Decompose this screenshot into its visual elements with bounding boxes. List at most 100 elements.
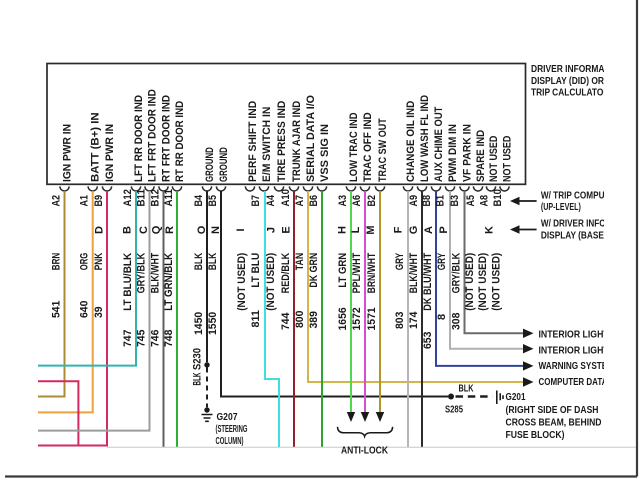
svg-text:BLK/WHT: BLK/WHT	[408, 253, 420, 294]
svg-text:39: 39	[93, 306, 105, 318]
svg-text:L: L	[350, 226, 362, 233]
svg-text:1450: 1450	[193, 312, 205, 335]
svg-text:640: 640	[79, 301, 91, 318]
svg-text:SERIAL DATA I/O: SERIAL DATA I/O	[305, 95, 317, 182]
svg-text:B6: B6	[308, 195, 320, 207]
svg-text:389: 389	[308, 311, 320, 328]
svg-text:ANTI-LOCK: ANTI-LOCK	[341, 445, 388, 457]
svg-text:LOW TRAC IND: LOW TRAC IND	[348, 112, 360, 182]
svg-text:1656: 1656	[337, 307, 349, 330]
svg-text:(NOT USED): (NOT USED)	[491, 253, 503, 311]
svg-text:745: 745	[136, 330, 148, 347]
svg-text:(UP-LEVEL): (UP-LEVEL)	[541, 201, 581, 213]
svg-text:GROUND: GROUND	[204, 147, 216, 182]
svg-text:(STEERING: (STEERING	[216, 423, 248, 435]
svg-text:DRIVER INFORMATION: DRIVER INFORMATION	[531, 63, 624, 75]
svg-text:B3: B3	[449, 195, 461, 207]
svg-text:E/M SWITCH IN: E/M SWITCH IN	[261, 107, 273, 182]
svg-text:744: 744	[280, 312, 292, 330]
svg-text:B9: B9	[93, 195, 105, 207]
svg-text:541: 541	[51, 301, 63, 318]
svg-text:K: K	[484, 226, 496, 234]
svg-text:TRAC OFF IND: TRAC OFF IND	[362, 112, 374, 182]
svg-text:A1: A1	[79, 195, 91, 207]
svg-text:B5: B5	[207, 195, 219, 207]
svg-text:BRN: BRN	[51, 253, 63, 270]
svg-text:LT BLU/BLK: LT BLU/BLK	[122, 253, 134, 311]
svg-text:AUX CHIME OUT: AUX CHIME OUT	[433, 106, 445, 182]
svg-text:A8: A8	[479, 195, 491, 207]
svg-text:ORG: ORG	[79, 253, 91, 270]
svg-text:800: 800	[294, 311, 306, 328]
svg-text:GRY: GRY	[436, 252, 448, 270]
svg-text:WARNING SYSTEM: WARNING SYSTEM	[539, 360, 615, 372]
svg-text:1572: 1572	[351, 307, 363, 330]
svg-text:A11: A11	[163, 189, 175, 206]
svg-text:GRY/BLK: GRY/BLK	[451, 253, 463, 294]
svg-text:A10: A10	[280, 189, 292, 206]
svg-text:174: 174	[408, 311, 420, 329]
svg-text:747: 747	[122, 330, 134, 347]
svg-text:S285: S285	[445, 403, 463, 415]
svg-text:LT GRN: LT GRN	[337, 253, 349, 288]
svg-text:TIRE PRESS IND: TIRE PRESS IND	[276, 101, 288, 182]
svg-text:A3: A3	[337, 195, 349, 207]
svg-text:BATT (B+) IN: BATT (B+) IN	[90, 112, 102, 182]
svg-text:DISPLAY (DID) OR: DISPLAY (DID) OR	[531, 75, 604, 87]
svg-text:INTERIOR LIGHT: INTERIOR LIGHT	[539, 344, 610, 356]
svg-text:TRIP CALCULATOR: TRIP CALCULATOR	[531, 87, 610, 99]
svg-text:SPARE IND: SPARE IND	[475, 130, 487, 182]
svg-text:A2: A2	[51, 195, 63, 207]
svg-text:RED/BLK: RED/BLK	[280, 253, 292, 294]
svg-text:8: 8	[436, 314, 448, 320]
svg-text:O: O	[196, 225, 208, 234]
svg-text:W/ DRIVER INFO: W/ DRIVER INFO	[541, 217, 606, 229]
svg-text:IGN PWR IN: IGN PWR IN	[104, 124, 116, 182]
svg-text:B2: B2	[366, 195, 378, 207]
svg-text:A: A	[423, 226, 435, 234]
svg-text:J: J	[266, 227, 278, 233]
svg-text:NOT USED: NOT USED	[502, 136, 514, 182]
svg-text:COLUMN): COLUMN)	[216, 435, 244, 447]
svg-text:TAN: TAN	[294, 253, 306, 270]
svg-text:BLK: BLK	[193, 253, 205, 270]
svg-text:(RIGHT SIDE OF DASH: (RIGHT SIDE OF DASH	[506, 404, 599, 416]
svg-text:DK BLU/WHT: DK BLU/WHT	[422, 253, 434, 311]
svg-text:PNK: PNK	[93, 253, 105, 270]
svg-text:(NOT USED): (NOT USED)	[464, 253, 476, 311]
svg-text:A7: A7	[294, 195, 306, 207]
svg-text:A5: A5	[465, 195, 477, 207]
svg-text:BLK: BLK	[207, 253, 219, 270]
svg-text:746: 746	[150, 330, 162, 347]
svg-text:A9: A9	[408, 195, 420, 207]
svg-text:B12: B12	[150, 189, 162, 206]
svg-text:VF PARK IN: VF PARK IN	[462, 124, 474, 182]
svg-text:M: M	[365, 225, 377, 234]
svg-text:TRAC SW OUT: TRAC SW OUT	[377, 118, 389, 182]
svg-text:FUSE BLOCK): FUSE BLOCK)	[506, 429, 565, 441]
svg-text:BLK/WHT: BLK/WHT	[150, 253, 162, 294]
svg-text:LFT RR DOOR IND: LFT RR DOOR IND	[133, 95, 145, 182]
svg-text:INTERIOR LIGHT: INTERIOR LIGHT	[539, 329, 610, 341]
svg-text:PPL/WHT: PPL/WHT	[351, 253, 363, 294]
svg-text:RT FRT DOOR IND: RT FRT DOOR IND	[161, 95, 173, 182]
svg-text:LFT FRT DOOR IND: LFT FRT DOOR IND	[147, 89, 159, 182]
svg-text:A4: A4	[265, 194, 277, 206]
svg-text:A12: A12	[122, 189, 134, 206]
svg-text:C: C	[138, 226, 150, 234]
svg-text:A6: A6	[351, 195, 363, 207]
svg-text:D: D	[94, 226, 106, 234]
svg-text:LT GRN/BLK: LT GRN/BLK	[163, 253, 175, 311]
svg-text:(NOT USED): (NOT USED)	[477, 253, 489, 311]
svg-text:1550: 1550	[207, 312, 219, 335]
svg-text:811: 811	[250, 310, 262, 327]
svg-text:G: G	[408, 226, 420, 235]
svg-text:(NOT USED): (NOT USED)	[265, 253, 277, 311]
svg-text:BLK: BLK	[192, 372, 204, 385]
svg-text:I: I	[235, 228, 247, 231]
svg-text:308: 308	[451, 313, 463, 330]
svg-text:GROUND: GROUND	[218, 147, 230, 182]
svg-text:NOT USED: NOT USED	[488, 136, 500, 182]
svg-text:GRY/BLK: GRY/BLK	[136, 253, 148, 294]
svg-text:G201: G201	[506, 391, 526, 403]
